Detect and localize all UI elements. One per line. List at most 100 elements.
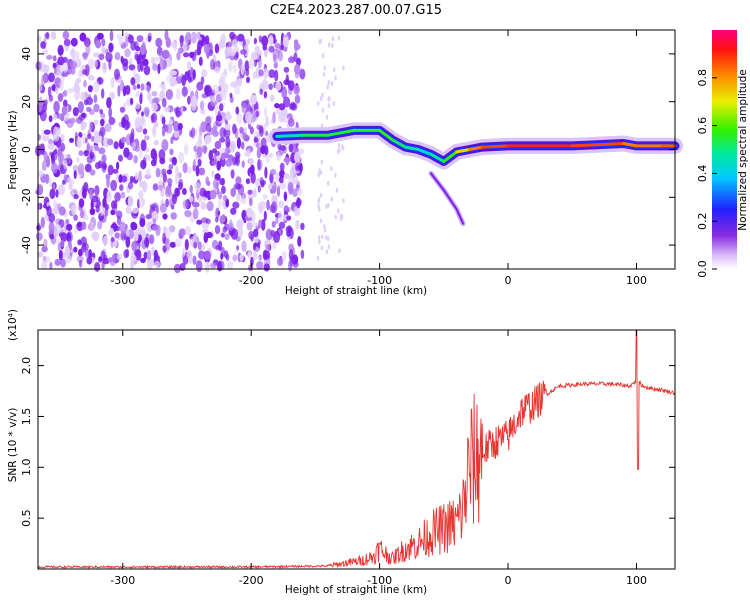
noise-blob (52, 113, 58, 121)
noise-blob (130, 41, 137, 51)
noise-blob (67, 66, 72, 75)
noise-blob (169, 70, 178, 76)
noise-blob (43, 129, 51, 135)
track-segment (429, 152, 446, 163)
noise-blob (64, 245, 70, 258)
noise-blob (162, 232, 167, 244)
noise-blob (165, 185, 172, 195)
noise-blob (53, 230, 59, 239)
noise-blob (331, 36, 335, 42)
noise-blob (78, 150, 84, 156)
noise-blob (161, 128, 166, 137)
track-segment (455, 148, 471, 154)
noise-blob (158, 149, 166, 161)
noise-blob (292, 261, 299, 268)
noise-blob (162, 173, 167, 183)
track-segment (326, 128, 356, 137)
noise-blob (132, 207, 139, 214)
noise-blob (98, 53, 105, 61)
noise-blob (52, 62, 57, 69)
track-segment (468, 145, 484, 151)
noise-blob (190, 95, 198, 108)
noise-blob (327, 80, 330, 86)
noise-blob (101, 38, 106, 47)
noise-blob (145, 36, 149, 42)
noise-blob (82, 52, 88, 61)
noise-blob (192, 201, 200, 208)
noise-blob (58, 46, 64, 55)
noise-blob (175, 106, 181, 118)
noise-blob (190, 127, 196, 139)
noise-blob (258, 50, 263, 56)
noise-blob (69, 137, 74, 143)
noise-blob (68, 182, 73, 191)
noise-blob (110, 237, 115, 243)
noise-blob (165, 37, 171, 48)
noise-blob (225, 136, 231, 148)
track-segment (391, 138, 407, 149)
noise-blob (294, 46, 298, 53)
noise-blob (101, 88, 105, 99)
noise-blob (151, 246, 155, 256)
noise-blob (98, 131, 104, 137)
noise-blob (114, 68, 120, 81)
noise-blob (268, 83, 274, 90)
noise-blob (296, 187, 303, 196)
noise-blob (43, 135, 50, 141)
noise-blob (174, 174, 180, 185)
snr-plot-frame (37, 329, 676, 570)
noise-blob (120, 191, 126, 199)
noise-blob (166, 178, 173, 184)
noise-blob (164, 227, 172, 239)
noise-blob (298, 148, 305, 155)
track-segment (403, 145, 420, 151)
noise-blob (186, 61, 192, 70)
noise-blob (217, 191, 223, 200)
noise-blob (166, 76, 171, 82)
noise-blob (122, 62, 129, 72)
noise-blob (214, 140, 222, 150)
noise-blob (37, 251, 44, 258)
noise-blob (118, 154, 123, 162)
noise-blob (203, 232, 209, 244)
noise-blob (175, 187, 181, 197)
noise-blob (134, 116, 141, 129)
noise-blob (220, 252, 224, 260)
noise-blob (137, 61, 141, 73)
noise-blob (338, 248, 341, 254)
noise-blob (35, 232, 43, 241)
noise-blob (77, 101, 84, 114)
noise-blob (184, 225, 191, 236)
noise-blob (200, 201, 207, 210)
noise-blob (114, 192, 121, 202)
noise-blob (114, 52, 121, 61)
noise-blob (220, 71, 228, 79)
noise-blob (49, 188, 56, 200)
noise-blob (288, 117, 295, 127)
noise-blob (339, 216, 343, 222)
x-tick-label: 100 (626, 274, 647, 287)
noise-blob (135, 91, 140, 98)
noise-blob (297, 198, 302, 207)
snr-plot-area (38, 330, 675, 569)
x-tick-label: 100 (626, 574, 647, 587)
noise-blob (57, 203, 62, 211)
noise-blob (209, 189, 217, 200)
noise-blob (173, 120, 180, 132)
noise-blob (104, 207, 109, 217)
noise-blob (57, 113, 65, 120)
noise-blob (203, 85, 210, 95)
noise-blob (101, 45, 106, 56)
noise-blob (93, 80, 100, 93)
noise-blob (101, 154, 107, 164)
noise-blob (283, 172, 290, 180)
noise-blob (81, 221, 87, 231)
noise-blob (75, 85, 81, 94)
noise-blob (181, 86, 188, 97)
noise-blob (219, 137, 226, 143)
noise-blob (57, 93, 64, 102)
noise-blob (66, 223, 73, 231)
noise-blob (49, 233, 55, 240)
noise-blob (116, 161, 120, 170)
y-tick-label: 1.5 (20, 408, 33, 426)
